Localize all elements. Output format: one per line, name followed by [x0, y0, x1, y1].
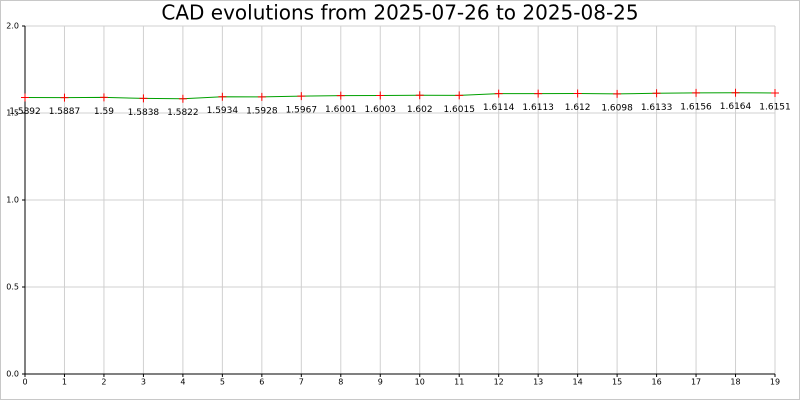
marker — [376, 91, 385, 100]
marker — [534, 89, 543, 98]
x-tick-label: 16 — [651, 378, 661, 387]
data-label: 1.5838 — [128, 108, 160, 118]
data-label: 1.6113 — [522, 103, 554, 113]
data-label: 1.6114 — [483, 103, 515, 113]
data-label: 1.5934 — [207, 106, 239, 116]
data-label: 1.6133 — [641, 103, 673, 113]
y-tick-label: 2.0 — [6, 22, 19, 31]
x-tick-label: 13 — [533, 378, 543, 387]
data-label: 1.5822 — [167, 108, 199, 118]
x-tick-label: 19 — [770, 378, 780, 387]
marker — [494, 89, 503, 98]
data-label: 1.602 — [407, 105, 433, 115]
marker — [652, 89, 661, 98]
data-label: 1.6156 — [680, 102, 712, 112]
line — [24, 92, 776, 100]
data-label: 1.6164 — [720, 102, 752, 112]
marker — [139, 94, 148, 103]
x-tick-label: 3 — [141, 378, 146, 387]
marker — [731, 88, 740, 97]
x-tick-label: 0 — [22, 378, 27, 387]
data-label: 1.6098 — [601, 103, 633, 113]
marker — [257, 92, 266, 101]
marker — [692, 88, 701, 97]
x-tick-label: 9 — [378, 378, 383, 387]
x-tick-label: 14 — [573, 378, 583, 387]
marker — [771, 88, 779, 97]
y-tick-label: 0.0 — [6, 370, 19, 379]
data-label: 1.6001 — [325, 105, 357, 115]
x-tick-label: 5 — [220, 378, 225, 387]
marker — [573, 89, 582, 98]
chart-title: CAD evolutions from 2025-07-26 to 2025-0… — [161, 1, 638, 25]
data-label: 1.5967 — [286, 106, 318, 116]
data-label: 1.5892 — [9, 107, 41, 117]
data-label: 1.6151 — [759, 102, 791, 112]
data-label: 1.612 — [565, 103, 591, 113]
x-tick-label: 8 — [338, 378, 343, 387]
marker — [415, 91, 424, 100]
marker — [297, 92, 306, 101]
data-label: 1.6015 — [443, 105, 475, 115]
data-label: 1.59 — [94, 107, 114, 117]
y-tick-label: 0.5 — [6, 283, 19, 292]
marker — [99, 93, 108, 102]
marker — [60, 93, 69, 102]
x-tick-label: 4 — [180, 378, 185, 387]
x-tick-label: 7 — [299, 378, 304, 387]
data-label: 1.6003 — [365, 105, 397, 115]
x-tick-label: 2 — [101, 378, 106, 387]
data-label: 1.5928 — [246, 106, 278, 116]
marker — [336, 91, 345, 100]
marker — [178, 94, 187, 103]
x-tick-label: 6 — [259, 378, 264, 387]
data-label: 1.5887 — [49, 107, 81, 117]
y-tick-label: 1.0 — [6, 196, 19, 205]
marker — [21, 93, 29, 102]
x-tick-label: 15 — [612, 378, 622, 387]
y-tick-label: 1.5 — [6, 109, 19, 118]
marker — [455, 91, 464, 100]
x-tick-label: 18 — [730, 378, 740, 387]
x-tick-label: 1 — [62, 378, 67, 387]
x-tick-label: 17 — [691, 378, 701, 387]
marker — [218, 92, 227, 101]
x-tick-label: 10 — [415, 378, 425, 387]
x-tick-label: 12 — [494, 378, 504, 387]
marker — [613, 89, 622, 98]
x-tick-label: 11 — [454, 378, 464, 387]
